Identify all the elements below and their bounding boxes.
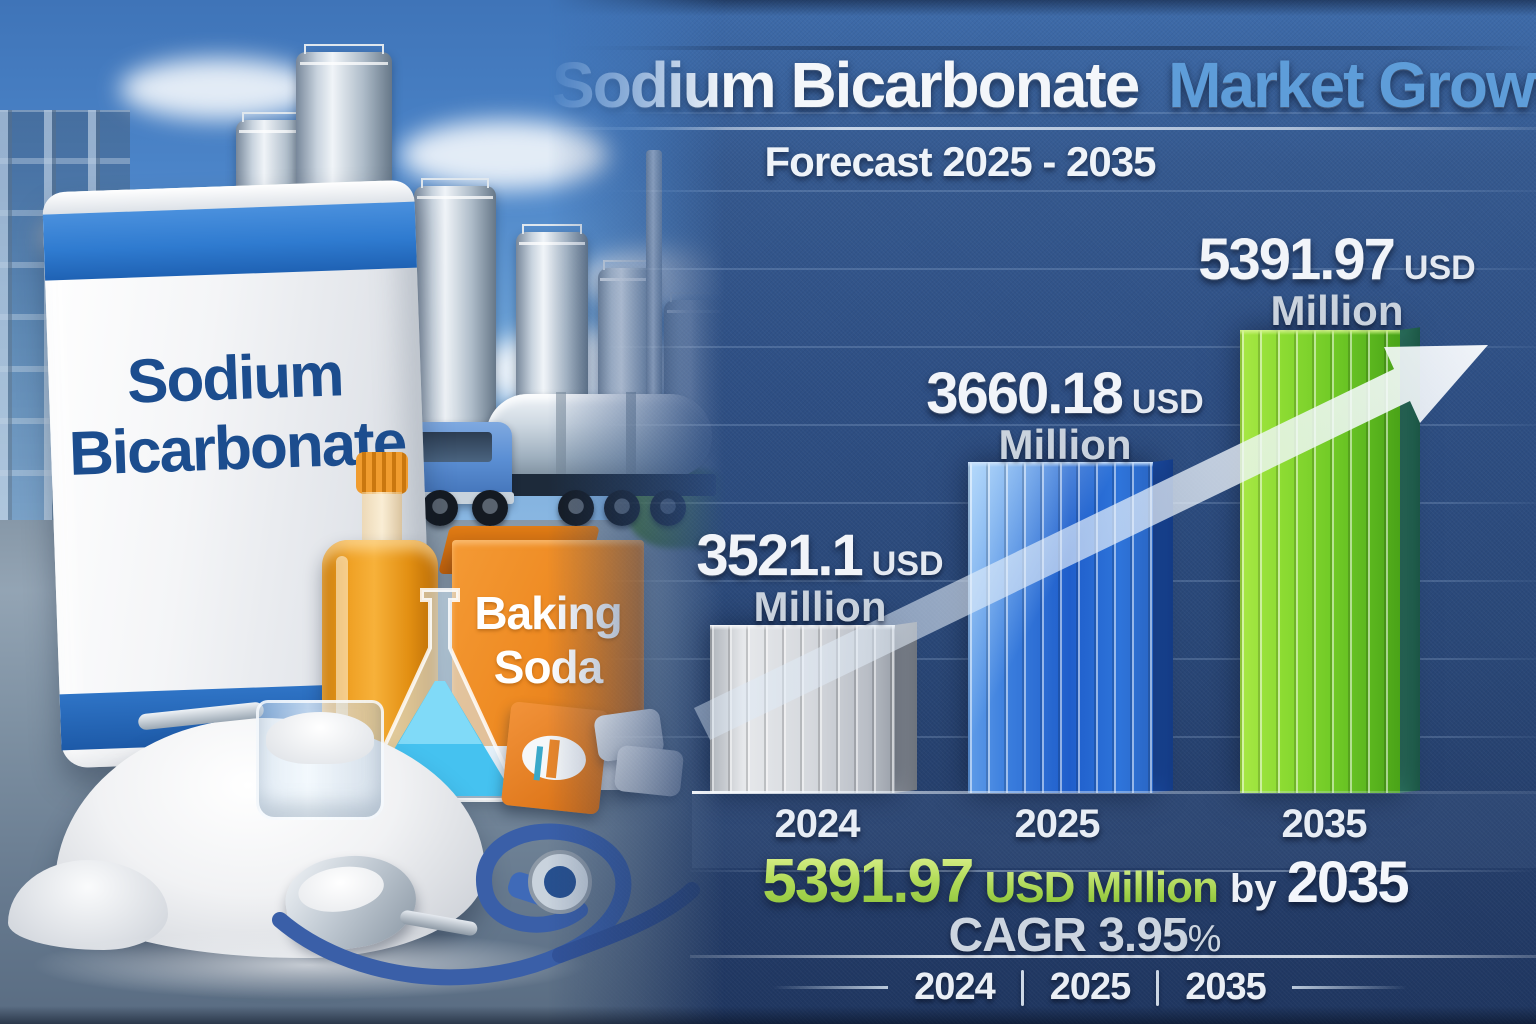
footer-year-2035: 2035 xyxy=(1185,966,1267,1008)
axis-label-2025: 2025 xyxy=(1014,802,1101,846)
value-2035: 5391.97 xyxy=(1198,227,1396,292)
bar-2024 xyxy=(710,621,917,793)
chimney-stack xyxy=(646,150,662,470)
headline-year: 2035 xyxy=(1286,850,1410,915)
headline: 5391.97 USD Million by 2035 xyxy=(690,846,1480,917)
headline-value: 5391.97 xyxy=(762,847,974,916)
truck-wheel xyxy=(472,490,508,526)
title-secondary: Market Growth xyxy=(1168,49,1536,121)
value-label-2035: 5391.97 USD Million xyxy=(1172,226,1502,335)
gridline xyxy=(600,268,1536,270)
tanker-truck xyxy=(406,382,720,542)
bottle-neck xyxy=(362,492,402,544)
unit-2025: Million xyxy=(998,421,1132,468)
axis-label-2035: 2035 xyxy=(1281,802,1368,846)
truck-windshield xyxy=(416,432,492,462)
bar-2025-side xyxy=(1153,459,1173,793)
footer-year-2024: 2024 xyxy=(914,966,996,1008)
bar-2025-stripes xyxy=(968,462,1153,793)
x-axis-baseline xyxy=(692,791,1536,794)
footer-year-2025: 2025 xyxy=(1049,966,1132,1008)
gridline xyxy=(600,112,1536,114)
footer-dash-left xyxy=(773,986,889,989)
tanker-tank xyxy=(486,392,712,480)
unit-2035: Million xyxy=(1270,287,1404,334)
truck-wheel xyxy=(650,490,686,526)
bar-2035-cap xyxy=(1240,330,1400,335)
currency-2024: USD xyxy=(871,545,944,583)
bar-2025 xyxy=(968,459,1173,793)
powder-pile-small xyxy=(8,860,168,950)
glass-cup xyxy=(137,700,384,820)
bag-label-line1: Sodium xyxy=(125,340,344,417)
axis-label-2024: 2024 xyxy=(774,802,861,846)
gridline xyxy=(600,190,1536,192)
box-label: Baking Soda xyxy=(452,586,644,694)
footer-years-row: 2024 2025 2035 xyxy=(690,966,1490,1009)
subtitle: Forecast 2025 - 2035 xyxy=(764,138,1157,185)
box-label-line1: Baking xyxy=(474,587,622,639)
value-label-2025: 3660.18 USD Million xyxy=(905,360,1225,469)
cagr-percent-sign: % xyxy=(1187,918,1222,960)
bar-2024-stripes xyxy=(710,625,895,793)
currency-2035: USD xyxy=(1403,249,1476,287)
footer-separator xyxy=(1020,969,1024,1006)
currency-2025: USD xyxy=(1131,383,1204,421)
title-underline xyxy=(545,127,1536,130)
value-label-2024: 3521.1 USD Million xyxy=(660,522,980,631)
truck-wheel xyxy=(422,490,458,526)
footer-separator xyxy=(1156,969,1160,1006)
truck-cab xyxy=(406,422,514,504)
footer-dash-right xyxy=(1291,986,1407,989)
cup-powder xyxy=(266,712,374,764)
footer-divider-bottom xyxy=(690,955,1536,958)
cagr-line: CAGR 3.95% xyxy=(690,908,1480,963)
unit-2024: Million xyxy=(753,583,887,630)
truck-wheel xyxy=(604,490,640,526)
axis-band xyxy=(692,794,1536,868)
stethoscope xyxy=(272,823,700,986)
truck-chassis xyxy=(478,474,716,496)
industrial-scene: Sodium Bicarbonate Baking Soda xyxy=(0,0,750,1024)
bottle-cap xyxy=(356,452,408,494)
cloud xyxy=(120,58,320,120)
bag-blue-band-top xyxy=(42,201,417,281)
footer-divider-top xyxy=(690,870,1536,872)
box-label-line2: Soda xyxy=(493,641,603,693)
header-top-line xyxy=(540,46,1536,50)
value-2025: 3660.18 xyxy=(926,361,1124,426)
bottom-shade xyxy=(0,1006,1536,1024)
value-2024: 3521.1 xyxy=(696,523,863,588)
headline-unit: USD Million xyxy=(984,863,1218,912)
bar-2024-side xyxy=(895,621,917,793)
bar-2035 xyxy=(1240,327,1420,793)
bar-2035-stripes xyxy=(1240,330,1400,793)
truck-wheel xyxy=(558,490,594,526)
cagr-value: CAGR 3.95 xyxy=(948,909,1189,962)
headline-by: by xyxy=(1229,867,1277,911)
bar-2035-side xyxy=(1400,327,1420,793)
